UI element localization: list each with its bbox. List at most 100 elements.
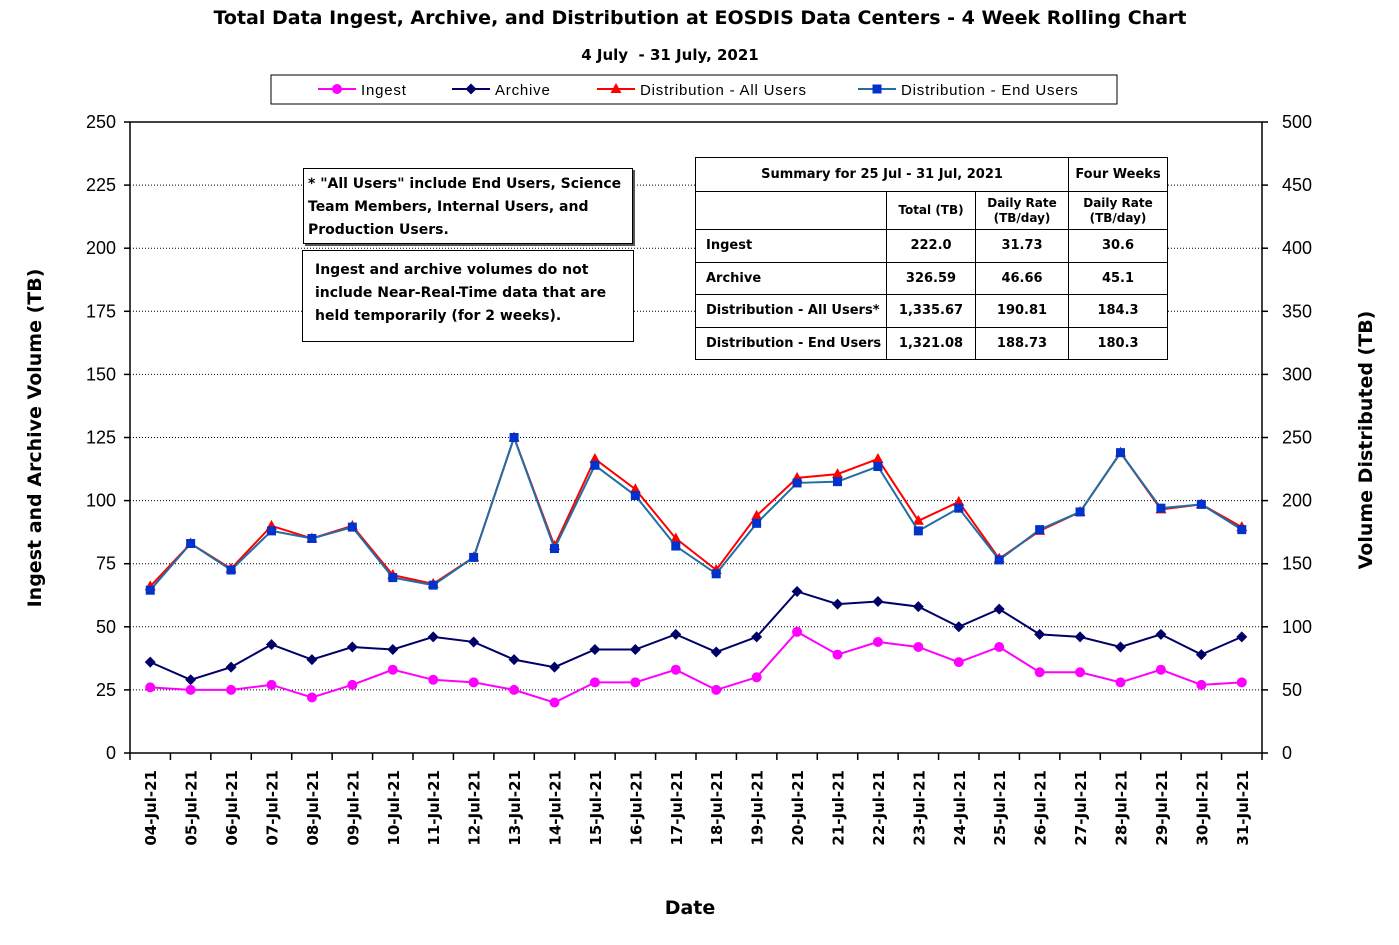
y-tick-label-left: 125 bbox=[86, 428, 116, 448]
data-point bbox=[428, 674, 439, 685]
data-point bbox=[144, 656, 156, 668]
data-point bbox=[629, 644, 641, 656]
data-point bbox=[872, 596, 884, 608]
y-tick-label-left: 200 bbox=[86, 238, 116, 258]
legend-marker bbox=[465, 83, 477, 95]
summary-row: Ingest 222.0 31.73 30.6 bbox=[695, 229, 1168, 263]
total-header: Total (TB) bbox=[886, 191, 976, 230]
summary-row: Archive 326.59 46.66 45.1 bbox=[695, 261, 1168, 295]
y-tick-label-right: 250 bbox=[1282, 428, 1312, 448]
data-point bbox=[590, 460, 600, 470]
x-tick-label: 18-Jul-21 bbox=[708, 770, 726, 846]
data-point bbox=[953, 621, 965, 633]
data-point bbox=[710, 646, 722, 658]
x-tick-label: 26-Jul-21 bbox=[1032, 770, 1050, 846]
x-tick-label: 30-Jul-21 bbox=[1193, 770, 1211, 846]
x-tick-label: 20-Jul-21 bbox=[789, 770, 807, 846]
legend-label: Archive bbox=[495, 82, 551, 99]
x-tick-label: 19-Jul-21 bbox=[749, 770, 767, 846]
four-weeks-header: Four Weeks bbox=[1068, 157, 1168, 192]
summary-row: Distribution - End Users 1,321.08 188.73… bbox=[695, 326, 1168, 360]
summary-rate4: 30.6 bbox=[1068, 229, 1168, 263]
series-line-distribution-end-users bbox=[149, 434, 1243, 591]
legend-marker bbox=[610, 83, 622, 93]
x-tick-label: 12-Jul-21 bbox=[466, 770, 484, 846]
data-point bbox=[711, 684, 722, 695]
data-point bbox=[589, 452, 601, 463]
data-point bbox=[266, 638, 277, 650]
x-tick-label: 14-Jul-21 bbox=[547, 770, 565, 846]
data-point bbox=[994, 555, 1004, 565]
x-tick-label: 16-Jul-21 bbox=[627, 770, 645, 846]
data-point bbox=[1196, 679, 1207, 690]
x-tick-label: 15-Jul-21 bbox=[587, 770, 605, 846]
legend-label: Ingest bbox=[361, 82, 407, 99]
x-tick-label: 08-Jul-21 bbox=[304, 770, 322, 846]
summary-title: Summary for 25 Jul - 31 Jul, 2021 bbox=[695, 157, 1069, 192]
data-point bbox=[589, 677, 600, 688]
summary-rate4: 184.3 bbox=[1068, 294, 1168, 328]
x-tick-label: 11-Jul-21 bbox=[425, 770, 443, 846]
y-tick-label-right: 300 bbox=[1282, 364, 1312, 384]
data-point bbox=[1115, 641, 1126, 653]
x-tick-label: 10-Jul-21 bbox=[385, 770, 403, 846]
data-point bbox=[145, 682, 156, 693]
data-point bbox=[589, 644, 601, 656]
data-point bbox=[873, 462, 883, 472]
summary-rate: 31.73 bbox=[975, 229, 1069, 263]
series-line-archive bbox=[149, 590, 1243, 681]
data-point bbox=[913, 526, 923, 536]
x-tick-label: 04-Jul-21 bbox=[142, 770, 160, 846]
data-point bbox=[469, 552, 479, 562]
data-point bbox=[1196, 499, 1206, 509]
y-tick-label-right: 150 bbox=[1282, 554, 1312, 574]
data-point bbox=[1155, 628, 1167, 640]
data-point bbox=[832, 598, 843, 610]
data-point bbox=[427, 631, 439, 643]
summary-rate: 46.66 bbox=[975, 261, 1069, 295]
data-point bbox=[1115, 677, 1126, 688]
data-point bbox=[306, 654, 318, 666]
four-week-rate-header: Daily Rate (TB/day) bbox=[1068, 191, 1168, 230]
y-tick-label-left: 250 bbox=[86, 112, 116, 132]
data-point bbox=[872, 636, 883, 647]
data-point bbox=[387, 664, 398, 675]
data-point bbox=[307, 533, 317, 543]
summary-rate4: 180.3 bbox=[1068, 326, 1168, 360]
data-point bbox=[468, 677, 479, 688]
data-point bbox=[1074, 631, 1086, 643]
x-tick-label: 06-Jul-21 bbox=[223, 770, 241, 846]
data-point bbox=[508, 654, 520, 666]
data-point bbox=[1075, 507, 1085, 517]
data-point bbox=[1035, 525, 1045, 535]
nrt-note-text: Ingest and archive volumes do not includ… bbox=[315, 262, 607, 324]
data-point bbox=[912, 514, 924, 525]
data-point bbox=[1156, 503, 1166, 513]
data-point bbox=[509, 684, 520, 695]
data-point bbox=[912, 601, 924, 613]
x-tick-label: 22-Jul-21 bbox=[870, 770, 888, 846]
data-point bbox=[226, 684, 237, 695]
x-tick-label: 09-Jul-21 bbox=[344, 770, 362, 846]
y-axis-label-left: Ingest and Archive Volume (TB) bbox=[24, 269, 46, 608]
x-tick-label: 05-Jul-21 bbox=[183, 770, 201, 846]
data-point bbox=[832, 468, 843, 479]
data-point bbox=[792, 478, 802, 488]
summary-row-label: Distribution - End Users bbox=[695, 326, 887, 360]
x-tick-label: 24-Jul-21 bbox=[951, 770, 969, 846]
data-point bbox=[670, 628, 682, 640]
data-point bbox=[346, 641, 358, 653]
data-point bbox=[347, 679, 358, 690]
legend-marker bbox=[332, 84, 342, 94]
data-point bbox=[267, 526, 276, 536]
data-point bbox=[630, 491, 640, 501]
x-tick-label: 27-Jul-21 bbox=[1072, 770, 1090, 846]
summary-table: Summary for 25 Jul - 31 Jul, 2021 Four W… bbox=[695, 157, 1168, 360]
x-tick-label: 21-Jul-21 bbox=[830, 770, 848, 846]
data-point bbox=[1034, 628, 1046, 640]
data-point bbox=[751, 631, 763, 643]
data-point bbox=[792, 626, 803, 637]
summary-rate: 188.73 bbox=[975, 326, 1069, 360]
x-tick-label: 07-Jul-21 bbox=[264, 770, 282, 846]
